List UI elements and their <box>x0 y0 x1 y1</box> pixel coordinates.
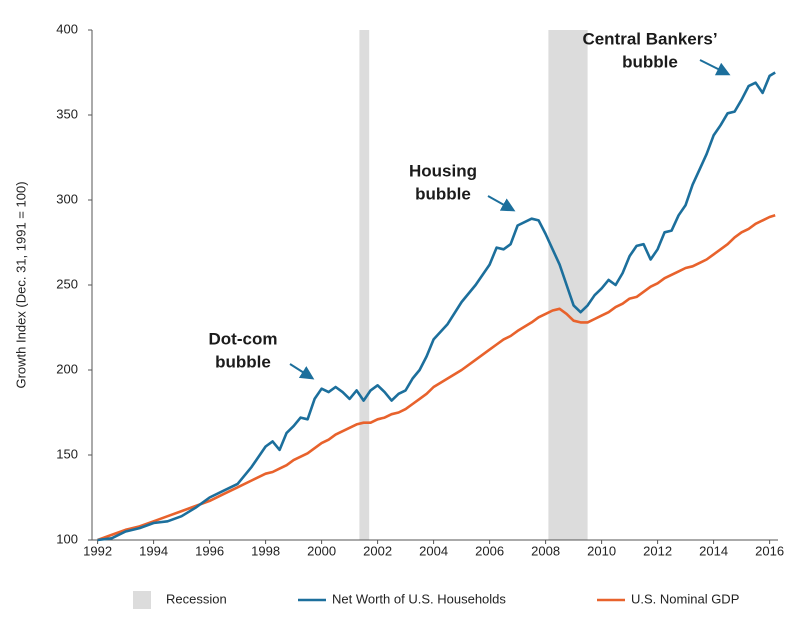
annotation: bubble <box>415 184 471 203</box>
x-tick-label: 1994 <box>139 543 168 558</box>
y-tick-label: 350 <box>56 106 78 121</box>
y-tick-label: 150 <box>56 446 78 461</box>
annotation: Housing <box>409 161 477 180</box>
x-tick-label: 2012 <box>643 543 672 558</box>
y-tick-label: 400 <box>56 21 78 36</box>
x-tick-label: 2010 <box>587 543 616 558</box>
x-tick-label: 2016 <box>755 543 784 558</box>
x-tick-label: 1992 <box>83 543 112 558</box>
series-line <box>97 214 776 542</box>
x-tick-label: 2004 <box>419 543 448 558</box>
x-tick-label: 1996 <box>195 543 224 558</box>
legend-label: U.S. Nominal GDP <box>631 591 739 606</box>
recession-band <box>548 30 588 540</box>
x-tick-label: 2014 <box>699 543 728 558</box>
legend-label: Net Worth of U.S. Households <box>332 591 506 606</box>
x-tick-label: 1998 <box>251 543 280 558</box>
legend-label: Recession <box>166 591 227 606</box>
x-tick-label: 2008 <box>531 543 560 558</box>
y-tick-label: 250 <box>56 276 78 291</box>
recession-band <box>359 30 370 540</box>
y-tick-label: 100 <box>56 531 78 546</box>
x-tick-label: 2000 <box>307 543 336 558</box>
y-tick-label: 200 <box>56 361 78 376</box>
annotation: Central Bankers’ <box>582 29 717 48</box>
x-tick-label: 2002 <box>363 543 392 558</box>
series-line <box>97 71 776 542</box>
annotation: bubble <box>215 352 271 371</box>
annotation: Dot-com <box>209 329 278 348</box>
legend-swatch <box>133 591 151 609</box>
annotation-arrow <box>289 363 315 380</box>
annotation-arrow <box>487 195 516 212</box>
y-tick-label: 300 <box>56 191 78 206</box>
y-axis-label: Growth Index (Dec. 31, 1991 = 100) <box>13 181 28 388</box>
annotation: bubble <box>622 52 678 71</box>
x-tick-label: 2006 <box>475 543 504 558</box>
annotation-arrow <box>699 59 731 76</box>
